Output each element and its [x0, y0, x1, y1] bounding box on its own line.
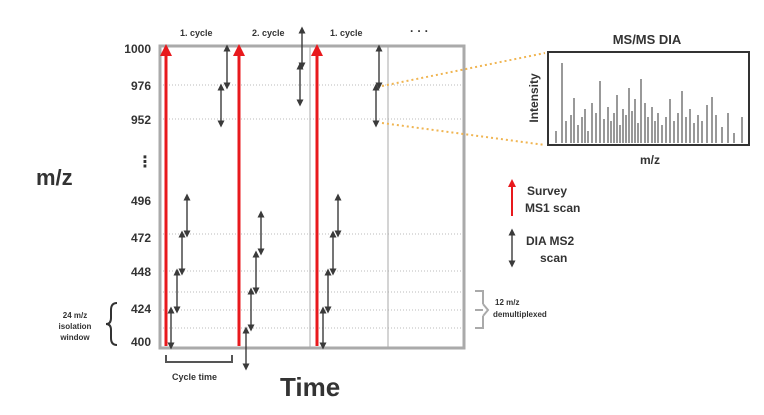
legend-survey-label-2: MS1 scan	[525, 201, 580, 215]
ms2-scans	[167, 26, 383, 371]
cycle-labels: 1. cycle 2. cycle 1. cycle · · ·	[180, 24, 429, 38]
y-tick-1000: 1000	[124, 42, 151, 56]
y-axis-break: ⋮	[137, 154, 153, 171]
y-tick-952: 952	[131, 113, 151, 127]
isolation-window-label-1: 24 m/z	[63, 311, 87, 320]
isolation-window-label-3: window	[59, 333, 90, 342]
legend-survey-label-1: Survey	[527, 184, 567, 198]
cycle-label-2: 2. cycle	[252, 28, 285, 38]
y-axis-label: m/z	[36, 165, 73, 190]
y-tick-976: 976	[131, 79, 151, 93]
demultiplexed: 12 m/z demultiplexed	[475, 290, 547, 329]
grid-lines	[160, 84, 464, 329]
legend-dia-label-1: DIA MS2	[526, 234, 575, 248]
plot-frame	[158, 44, 466, 350]
cycle-label-3: 1. cycle	[330, 28, 363, 38]
cycle-label-ellipsis: · · ·	[410, 24, 429, 38]
y-tick-400: 400	[131, 335, 151, 349]
ms1-scans	[160, 44, 323, 346]
msms-inset: MS/MS DIA m/z Intensity	[527, 32, 750, 167]
y-axis-ticks: 1000 976 952 496 472 448 424 400	[124, 42, 151, 349]
y-tick-496: 496	[131, 194, 151, 208]
y-tick-472: 472	[131, 231, 151, 245]
demultiplexed-label-2: demultiplexed	[493, 310, 547, 319]
inset-xlabel: m/z	[640, 153, 660, 167]
x-axis-label: Time	[280, 372, 340, 402]
legend-dia-label-2: scan	[540, 251, 567, 265]
demultiplexed-label-1: 12 m/z	[495, 298, 519, 307]
isolation-window: 24 m/z isolation window	[59, 302, 118, 346]
cycle-separators	[309, 46, 389, 347]
inset-title: MS/MS DIA	[613, 32, 682, 47]
legend: Survey MS1 scan DIA MS2 scan	[508, 179, 580, 268]
cycle-time-bracket: Cycle time	[165, 355, 233, 382]
spectrum-peaks	[555, 63, 743, 143]
cycle-time-label: Cycle time	[172, 372, 217, 382]
y-tick-448: 448	[131, 265, 151, 279]
y-tick-424: 424	[131, 302, 151, 316]
cycle-label-1: 1. cycle	[180, 28, 213, 38]
isolation-window-label-2: isolation	[59, 322, 92, 331]
inset-ylabel: Intensity	[527, 73, 541, 123]
